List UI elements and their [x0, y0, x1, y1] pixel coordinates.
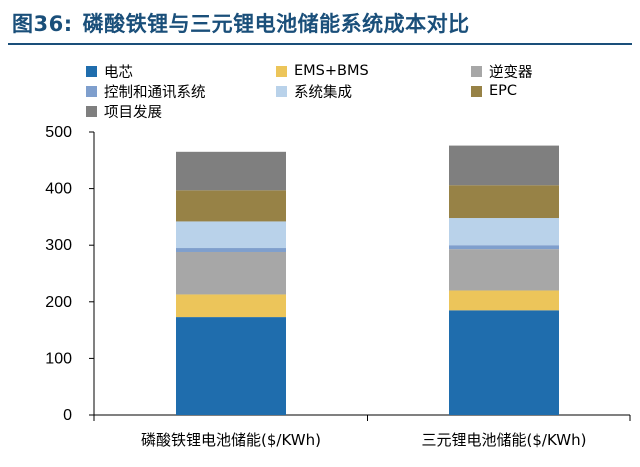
legend-label-3: 逆变器	[489, 64, 533, 81]
bar-segment-1-4	[176, 248, 286, 252]
bar-segment-1-3	[176, 251, 286, 295]
title-underline	[8, 43, 632, 45]
bar-segment-2-7	[449, 145, 559, 186]
legend-item-4: 控制和通讯系统	[86, 82, 206, 101]
figure-title: 图36: 磷酸铁锂与三元锂电池储能系统成本对比	[12, 8, 470, 38]
bar-segment-2-1	[449, 310, 559, 415]
bar-segment-2-4	[449, 245, 559, 250]
chart-legend: 电芯 EMS+BMS 逆变器控制和通讯系统 系统集成 EPC 项目发展	[86, 62, 626, 122]
y-tick-label-400: 400	[45, 181, 72, 198]
legend-label-5: 系统集成	[294, 84, 352, 101]
y-tick-label-300: 300	[45, 237, 72, 254]
figure-number: 图36:	[12, 12, 73, 36]
legend-label-2: EMS+BMS	[294, 63, 369, 79]
bar-segment-1-7	[176, 151, 286, 191]
legend-swatch-1	[86, 65, 97, 77]
legend-item-5: 系统集成	[276, 82, 352, 101]
figure-header: 图36: 磷酸铁锂与三元锂电池储能系统成本对比	[0, 0, 640, 46]
x-category-label-2: 三元锂电池储能($/KWh)	[422, 431, 587, 449]
figure-title-text: 磷酸铁锂与三元锂电池储能系统成本对比	[82, 12, 470, 36]
x-category-label-1: 磷酸铁锂电池储能($/KWh)	[141, 431, 321, 449]
legend-item-3: 逆变器	[471, 62, 533, 81]
legend-label-6: EPC	[489, 83, 518, 99]
y-tick-label-200: 200	[45, 294, 72, 311]
bar-segment-2-6	[449, 185, 559, 219]
y-tick-label-100: 100	[45, 350, 72, 367]
legend-label-1: 电芯	[104, 64, 133, 81]
bar-segment-1-5	[176, 221, 286, 249]
legend-item-6: EPC	[471, 82, 517, 100]
legend-swatch-3	[471, 65, 482, 77]
y-tick-label-0: 0	[63, 407, 72, 424]
bar-segment-1-1	[176, 317, 286, 415]
legend-swatch-6	[471, 85, 482, 97]
legend-item-2: EMS+BMS	[276, 62, 369, 80]
bar-segment-1-6	[176, 190, 286, 222]
legend-item-1: 电芯	[86, 62, 133, 81]
legend-label-7: 项目发展	[104, 104, 162, 121]
legend-label-4: 控制和通讯系统	[104, 84, 206, 101]
bar-segment-1-2	[176, 294, 286, 318]
y-tick-label-500: 500	[45, 124, 72, 141]
bar-segment-2-5	[449, 218, 559, 246]
bar-segment-2-2	[449, 290, 559, 311]
legend-swatch-4	[86, 85, 97, 97]
bar-segment-2-3	[449, 249, 559, 291]
legend-swatch-2	[276, 65, 287, 77]
legend-item-7: 项目发展	[86, 102, 162, 121]
legend-swatch-7	[86, 105, 97, 117]
legend-swatch-5	[276, 85, 287, 97]
